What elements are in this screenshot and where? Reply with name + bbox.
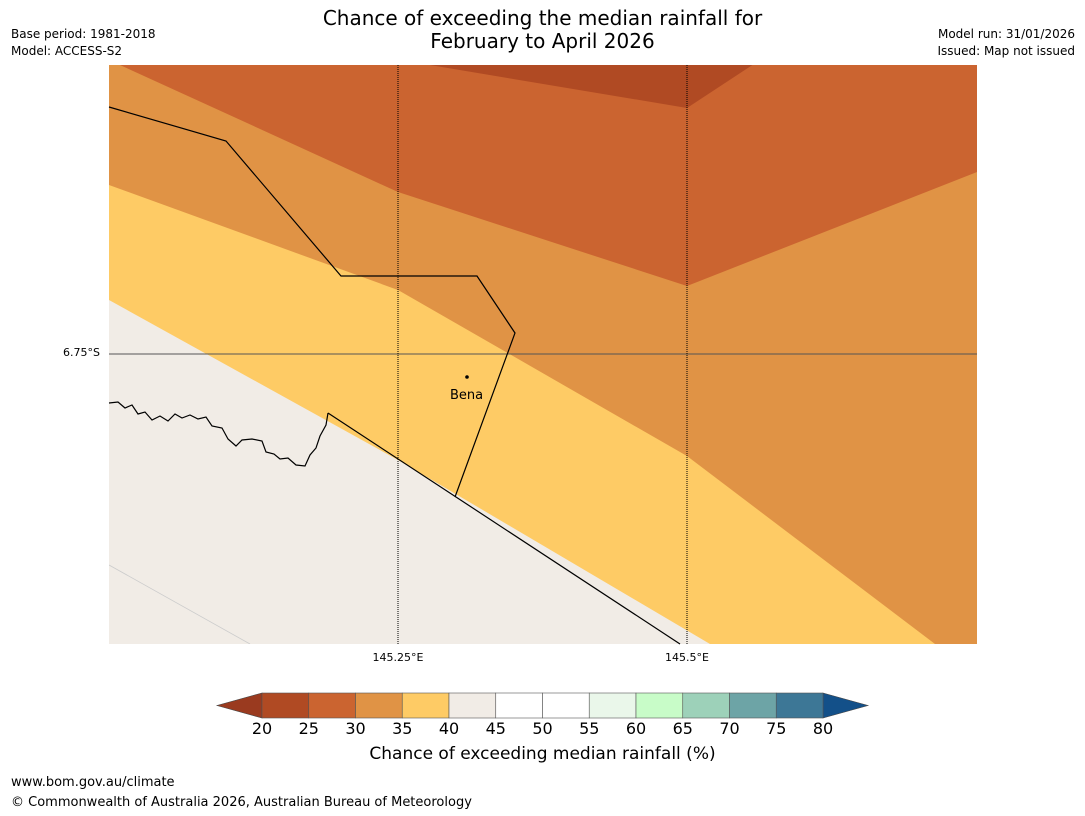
colorbar-segment xyxy=(729,692,777,719)
zone-25-30 xyxy=(109,65,977,286)
colorbar-segment xyxy=(261,692,310,719)
lat-label: 6.75°S xyxy=(63,346,100,359)
footer-copyright: © Commonwealth of Australia 2026, Austra… xyxy=(11,795,472,810)
colorbar-tick-label: 75 xyxy=(766,719,787,738)
sea-boundary-line xyxy=(109,564,251,644)
colorbar-tick-label: 65 xyxy=(672,719,693,738)
colorbar xyxy=(215,692,870,719)
colorbar-segment xyxy=(308,692,356,719)
colorbar-tick-label: 80 xyxy=(812,719,834,738)
southern-boundary xyxy=(327,412,681,645)
colorbar-segment xyxy=(542,692,590,719)
title-line-2: February to April 2026 xyxy=(430,29,655,53)
map-title: Chance of exceeding the median rainfall … xyxy=(0,7,1085,53)
colorbar-tick-label: 55 xyxy=(579,719,600,738)
footer-url[interactable]: www.bom.gov.au/climate xyxy=(11,775,175,790)
colorbar-segment xyxy=(401,692,450,719)
colorbar-label: Chance of exceeding median rainfall (%) xyxy=(369,744,716,764)
model-run: Model run: 31/01/2026 xyxy=(937,27,1075,41)
colorbar-tick-label: 35 xyxy=(392,719,413,738)
place-label-bena: Bena xyxy=(450,388,484,403)
colorbar-segment xyxy=(448,692,497,719)
colorbar-segment xyxy=(355,692,403,719)
zone-20-25 xyxy=(429,65,753,108)
province-boundary xyxy=(108,106,516,498)
colorbar-tick-label: 20 xyxy=(251,719,273,738)
lon-label-2: 145.5°E xyxy=(665,651,709,664)
colorbar-arrow-high xyxy=(822,692,870,719)
base-period: Base period: 1981-2018 xyxy=(11,27,156,41)
model-name: Model: ACCESS-S2 xyxy=(11,44,123,58)
colorbar-tick-label: 45 xyxy=(485,719,506,738)
bena-marker xyxy=(465,375,469,379)
issued-status: Issued: Map not issued xyxy=(937,44,1075,58)
title-line-1: Chance of exceeding the median rainfall … xyxy=(322,6,763,30)
colorbar-tick-label: 70 xyxy=(719,719,740,738)
colorbar-segment xyxy=(775,692,824,719)
colorbar-arrow-low xyxy=(215,692,263,719)
colorbar-tick-label: 25 xyxy=(298,719,319,738)
colorbar-segment xyxy=(635,692,684,719)
colorbar-tick-label: 40 xyxy=(438,719,460,738)
forecast-map xyxy=(108,65,977,645)
coastline xyxy=(108,401,329,467)
meta-right: Model run: 31/01/2026 Issued: Map not is… xyxy=(937,26,1075,60)
meta-left: Base period: 1981-2018 Model: ACCESS-S2 xyxy=(11,26,156,60)
colorbar-tick-label: 60 xyxy=(625,719,647,738)
colorbar-tick-label: 30 xyxy=(345,719,366,738)
lon-label-1: 145.25°E xyxy=(372,651,424,664)
colorbar-segment xyxy=(682,692,730,719)
colorbar-segment xyxy=(495,692,543,719)
colorbar-tick-label: 50 xyxy=(532,719,553,738)
colorbar-segment xyxy=(588,692,637,719)
